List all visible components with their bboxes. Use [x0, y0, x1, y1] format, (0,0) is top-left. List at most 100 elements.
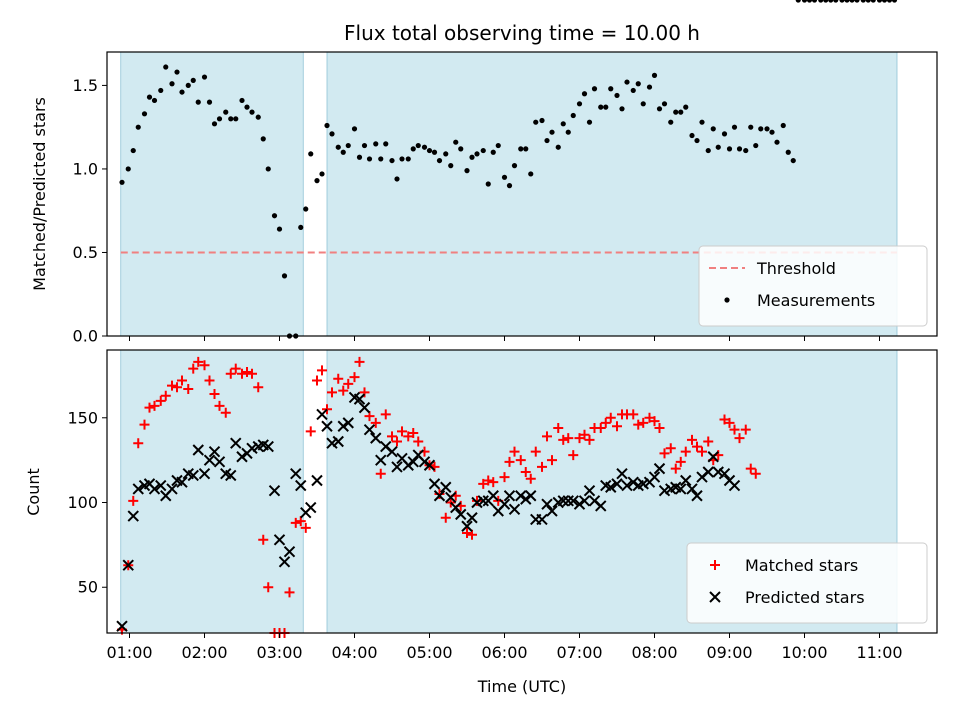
data-point [201, 74, 208, 80]
legend-top: Threshold Measurements [698, 245, 928, 327]
data-point [399, 156, 405, 162]
data-point [469, 154, 475, 160]
data-point [624, 79, 630, 85]
data-point [236, 451, 248, 463]
data-point [321, 420, 333, 432]
legend-entry: Threshold [709, 259, 836, 278]
data-point [581, 91, 588, 97]
axes-frame-bottom [106, 349, 938, 634]
data-point [549, 129, 555, 135]
y-tick-label: 100 [67, 493, 98, 512]
data-point [668, 119, 674, 125]
data-point [801, 0, 808, 3]
data-point [570, 112, 576, 119]
data-point [670, 463, 681, 474]
y-tick-top: 0.0 [73, 327, 107, 346]
data-point [308, 151, 314, 157]
data-point [298, 224, 304, 231]
data-point [616, 467, 628, 480]
legend-label: Measurements [757, 291, 875, 310]
y-tick-label: 50 [78, 578, 98, 597]
data-point [692, 441, 702, 452]
legend-swatch [710, 560, 720, 570]
data-point [734, 433, 745, 444]
legend-label: Threshold [756, 259, 836, 278]
data-point [380, 409, 391, 420]
data-point [546, 505, 558, 517]
data-point [166, 483, 178, 495]
data-point [691, 490, 703, 502]
data-point [225, 469, 237, 482]
data-point [828, 0, 834, 3]
data-point [392, 436, 402, 447]
data-point [149, 400, 160, 411]
data-point [146, 94, 153, 100]
data-point [525, 473, 536, 484]
data-point [653, 462, 666, 475]
data-point [477, 495, 489, 507]
legend-label: Predicted stars [745, 588, 865, 607]
data-point [389, 157, 395, 164]
data-point [740, 424, 751, 435]
data-point [436, 157, 443, 164]
data-point [340, 149, 346, 155]
data-point [192, 444, 204, 456]
data-point [697, 446, 707, 457]
data-point [881, 0, 888, 3]
data-point [253, 382, 264, 393]
data-point [520, 467, 531, 478]
data-point [560, 121, 566, 127]
data-point [865, 0, 871, 3]
data-point [295, 479, 307, 492]
data-point [370, 432, 382, 444]
data-point [316, 408, 328, 421]
y-tick-top: 1.0 [73, 159, 107, 178]
x-tick-label: 04:00 [331, 643, 377, 662]
data-point [648, 471, 661, 483]
data-point [418, 456, 431, 468]
data-point [335, 144, 341, 150]
x-tick-label: 10:00 [781, 643, 827, 662]
data-point [305, 426, 316, 437]
data-point [363, 423, 376, 436]
data-point [673, 109, 679, 115]
data-point [785, 149, 791, 155]
data-point [453, 139, 459, 145]
data-point [718, 467, 731, 480]
data-point [839, 0, 845, 3]
data-point [710, 126, 716, 132]
data-point [333, 373, 344, 384]
data-point [260, 136, 266, 142]
x-tick-label: 06:00 [481, 643, 527, 662]
data-point [183, 383, 194, 394]
data-point [605, 412, 616, 423]
data-point [854, 0, 860, 3]
data-point [707, 451, 719, 463]
legend-swatch [724, 297, 730, 303]
data-point [337, 420, 349, 432]
data-point [769, 129, 775, 135]
shaded-interval-top-0 [120, 51, 304, 337]
data-point [633, 419, 644, 430]
data-point [402, 459, 414, 471]
legend-bottom: Matched stars Predicted stars [686, 542, 928, 624]
data-point [515, 455, 526, 466]
y-tick-top: 0.5 [73, 243, 107, 262]
data-point [426, 147, 433, 154]
data-point [378, 156, 384, 162]
legend-entry: Matched stars [710, 556, 858, 575]
data-point [394, 176, 400, 182]
data-point [515, 490, 527, 502]
data-point [167, 380, 177, 391]
data-point [472, 495, 482, 506]
data-point [675, 456, 686, 467]
data-point [844, 0, 850, 3]
data-point [116, 620, 128, 632]
data-point [499, 472, 510, 483]
data-point [305, 501, 317, 514]
data-point [495, 142, 501, 149]
data-point [614, 92, 620, 99]
data-point [485, 181, 491, 187]
data-point [421, 144, 428, 150]
